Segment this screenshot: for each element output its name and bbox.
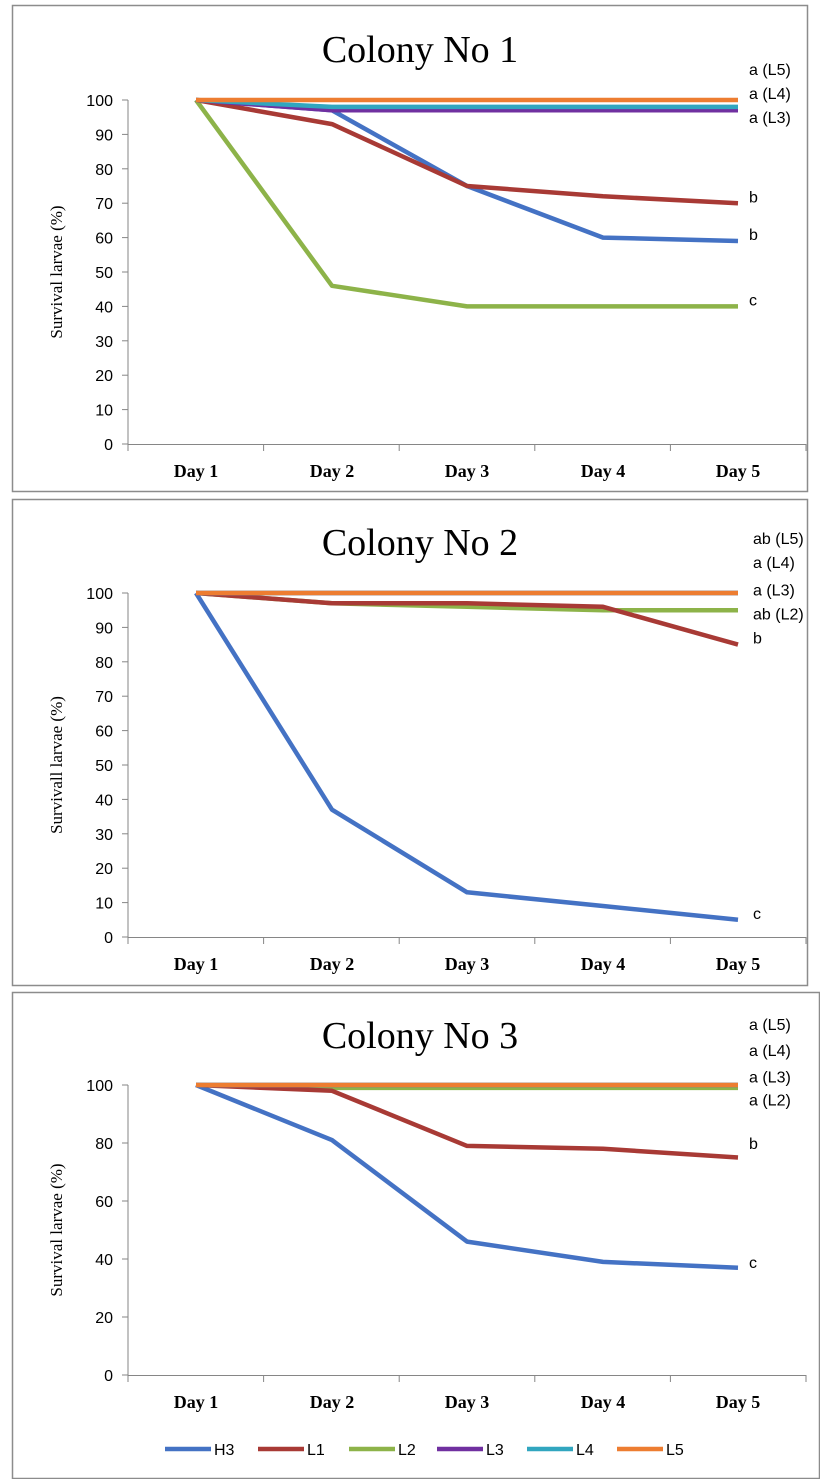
y-axis-label: Survivall larvae (%) — [47, 696, 66, 834]
significance-label: c — [753, 906, 761, 923]
y-tick-label: 60 — [95, 724, 113, 741]
x-tick-label: Day 3 — [445, 1392, 490, 1412]
chart-border — [11, 991, 820, 1480]
y-axis-label: Survival larvae (%) — [47, 1163, 66, 1296]
y-tick-label: 100 — [86, 93, 113, 110]
legend-label-l5: L5 — [666, 1442, 684, 1459]
x-tick-label: Day 1 — [174, 461, 219, 481]
legend-label-l2: L2 — [398, 1442, 416, 1459]
series-line-l1 — [195, 590, 739, 647]
significance-label: a (L3) — [749, 110, 791, 127]
x-tick-label: Day 4 — [581, 461, 626, 481]
series-line-h3 — [194, 591, 739, 923]
y-tick-label: 90 — [95, 127, 113, 144]
chart-panel-3: Colony No 3 0 20 40 60 80 100 Survival larvae (… — [11, 991, 820, 1480]
y-tick-label: 40 — [95, 1252, 113, 1269]
x-tick-label: Day 4 — [581, 1392, 626, 1412]
significance-label: b — [749, 227, 758, 244]
significance-label: a (L4) — [749, 1043, 791, 1060]
y-tick-label: 100 — [86, 586, 113, 603]
series-line-l2 — [194, 98, 738, 309]
y-tick-label: 40 — [95, 792, 113, 809]
series-line-l4 — [195, 97, 738, 110]
chart-title: Colony No 2 — [322, 522, 518, 564]
y-tick-label: 90 — [95, 620, 113, 637]
significance-label: ab (L2) — [753, 607, 804, 624]
x-tick-label: Day 1 — [174, 954, 219, 974]
y-tick-label: 20 — [95, 1310, 113, 1327]
y-tick-label: 80 — [95, 655, 113, 672]
y-tick-label: 80 — [95, 1136, 113, 1153]
series-line-h3 — [195, 1082, 739, 1270]
chart-title: Colony No 1 — [322, 29, 518, 71]
significance-label: a (L4) — [753, 555, 795, 572]
x-tick-label: Day 5 — [716, 954, 761, 974]
x-tick-label: Day 2 — [310, 954, 355, 974]
y-tick-label: 20 — [95, 368, 113, 385]
significance-label: a (L5) — [749, 62, 791, 79]
y-tick-label: 10 — [95, 403, 113, 420]
legend-label-l4: L4 — [576, 1442, 594, 1459]
y-tick-label: 0 — [104, 437, 113, 454]
series-line-l3 — [195, 97, 738, 113]
y-tick-label: 60 — [95, 231, 113, 248]
y-tick-label: 10 — [95, 896, 113, 913]
series-line-l1 — [195, 1082, 739, 1160]
y-tick-label: 30 — [95, 827, 113, 844]
x-tick-label: Day 5 — [716, 1392, 761, 1412]
y-tick-label: 40 — [95, 299, 113, 316]
x-tick-label: Day 3 — [445, 954, 490, 974]
x-tick-label: Day 2 — [310, 461, 355, 481]
significance-label: b — [749, 189, 758, 206]
significance-label: a (L4) — [749, 86, 791, 103]
chart-title: Colony No 3 — [322, 1015, 518, 1057]
y-tick-label: 60 — [95, 1194, 113, 1211]
y-tick-label: 70 — [95, 689, 113, 706]
significance-label: b — [753, 631, 762, 648]
y-axis-label: Survival larvae (%) — [47, 205, 66, 338]
y-tick-label: 50 — [95, 265, 113, 282]
significance-label: c — [749, 293, 757, 310]
significance-label: b — [749, 1136, 758, 1153]
chart-border — [11, 498, 809, 987]
significance-label: c — [749, 1255, 757, 1272]
y-tick-label: 0 — [104, 930, 113, 947]
y-tick-label: 80 — [95, 162, 113, 179]
x-tick-label: Day 3 — [445, 461, 490, 481]
x-tick-label: Day 5 — [716, 461, 761, 481]
y-tick-label: 70 — [95, 196, 113, 213]
y-tick-label: 50 — [95, 758, 113, 775]
y-tick-label: 20 — [95, 861, 113, 878]
chart-panel-2: Colony No 2 0 10 20 30 40 50 60 70 80 90 100 Surviva… — [11, 498, 809, 987]
significance-label: ab (L5) — [753, 531, 804, 548]
chart-panel-1: Colony No 1 0 10 20 30 40 50 60 70 80 90 100 Surviva… — [11, 4, 809, 493]
y-tick-label: 0 — [104, 1368, 113, 1385]
legend-label-h3: H3 — [214, 1442, 235, 1459]
x-tick-label: Day 1 — [174, 1392, 219, 1412]
significance-label: a (L2) — [749, 1093, 791, 1110]
series-line-l1 — [195, 97, 739, 206]
significance-label: a (L3) — [753, 583, 795, 600]
legend-label-l1: L1 — [307, 1442, 325, 1459]
y-tick-label: 100 — [86, 1078, 113, 1095]
significance-label: a (L3) — [749, 1069, 791, 1086]
chart-border — [11, 4, 809, 493]
legend-label-l3: L3 — [486, 1442, 504, 1459]
legend: H3 L1 L2 L3 L4 L5 — [165, 1442, 684, 1459]
x-tick-label: Day 4 — [581, 954, 626, 974]
y-tick-label: 30 — [95, 334, 113, 351]
x-tick-label: Day 2 — [310, 1392, 355, 1412]
significance-label: a (L5) — [749, 1017, 791, 1034]
